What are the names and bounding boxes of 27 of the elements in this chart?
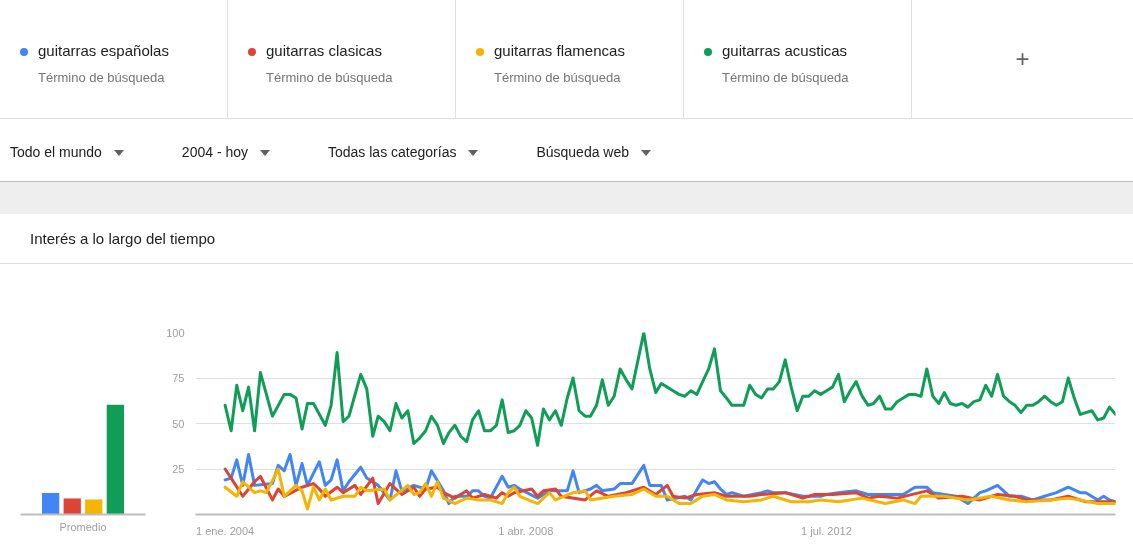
y-tick-label: 50 (172, 417, 185, 430)
y-tick-label: 75 (172, 372, 185, 384)
bar (105, 403, 125, 515)
legend-label: guitarras clasicas (265, 41, 383, 61)
x-axis-title: Promedio (59, 520, 107, 533)
bar (84, 498, 104, 515)
text: + (1014, 44, 1031, 74)
x-tick-label: 1 jul. 2012 (801, 524, 852, 537)
text: Término de búsqueda (266, 69, 394, 88)
text: Término de búsqueda (38, 69, 166, 88)
y-tick-label: 25 (172, 463, 185, 475)
text: Todo el mundo (10, 144, 103, 160)
legend-label: guitarras acusticas (721, 41, 849, 61)
text: Término de búsqueda (722, 69, 850, 88)
legend-label: guitarras flamencas (493, 41, 626, 61)
text: 2004 - hoy (181, 144, 249, 160)
line-series (223, 332, 1116, 447)
text: Búsqueda web (536, 144, 631, 160)
x-tick-label: 1 ene. 2004 (196, 524, 255, 537)
bar (62, 497, 82, 515)
text: Todas las categorías (328, 144, 458, 160)
chart-title: Interés a lo largo del tiempo (0, 214, 1133, 264)
text: Término de búsqueda (494, 69, 622, 88)
y-tick-label: 100 (166, 326, 185, 339)
legend-label: guitarras españolas (37, 41, 170, 61)
x-tick-label: 1 abr. 2008 (498, 524, 554, 537)
bar (41, 491, 61, 515)
